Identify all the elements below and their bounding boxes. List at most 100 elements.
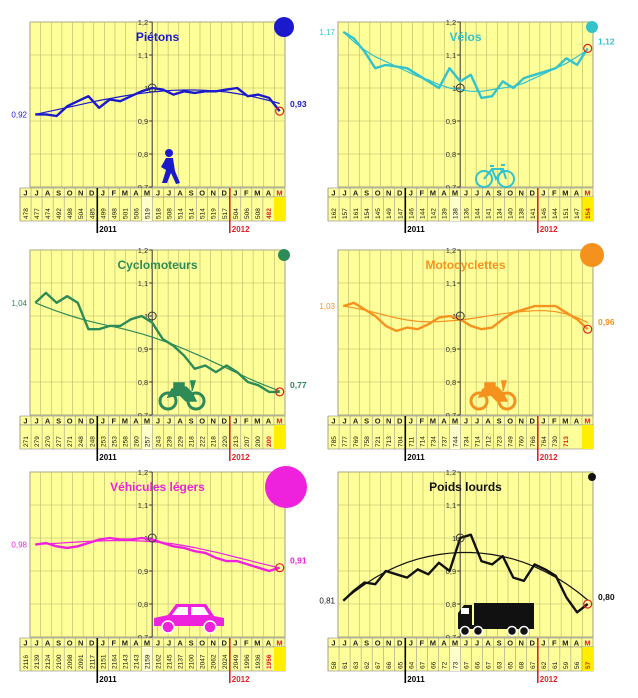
- month-label: A: [485, 639, 491, 648]
- month-label: D: [222, 189, 228, 198]
- y-tick-label: 1,1: [138, 279, 148, 288]
- month-label: J: [101, 639, 105, 648]
- month-label: D: [89, 639, 95, 648]
- month-label: N: [78, 189, 83, 198]
- y-tick-label: 1: [144, 312, 148, 321]
- count-value: 161: [353, 208, 360, 219]
- month-label: O: [507, 189, 513, 198]
- month-label: D: [89, 189, 95, 198]
- month-label: A: [441, 417, 447, 426]
- count-value: 67: [464, 661, 471, 669]
- reference-point: [147, 311, 157, 321]
- end-point: [275, 387, 285, 397]
- month-label: F: [112, 417, 117, 426]
- y-tick-label: 0,7: [446, 411, 456, 420]
- month-label: A: [266, 189, 272, 198]
- magnitude-dot: [265, 466, 307, 508]
- highlight-cell: [449, 425, 461, 449]
- month-label: A: [353, 639, 359, 648]
- count-value: 766: [530, 436, 537, 447]
- month-label: S: [364, 417, 369, 426]
- y-tick-label: 1,1: [446, 501, 456, 510]
- month-label: M: [430, 639, 436, 648]
- month-label: J: [23, 189, 27, 198]
- y-tick-label: 1,1: [138, 501, 148, 510]
- count-value: 149: [386, 208, 393, 219]
- count-value: 2116: [23, 655, 30, 669]
- month-label: J: [156, 189, 160, 198]
- end-value-label: 0,77: [290, 380, 307, 390]
- count-value: 1996: [244, 654, 251, 669]
- count-value: 514: [200, 208, 207, 219]
- month-label: M: [452, 417, 458, 426]
- year-label: 2011: [99, 225, 117, 234]
- year-label: 2011: [99, 675, 117, 684]
- count-value: 257: [144, 436, 151, 447]
- month-label: S: [497, 639, 502, 648]
- bicycle-icon: [475, 164, 515, 188]
- count-value: 139: [441, 208, 448, 219]
- month-label: M: [452, 189, 458, 198]
- month-label: A: [45, 417, 51, 426]
- month-label: F: [420, 639, 425, 648]
- month-label: J: [342, 189, 346, 198]
- count-value: 2124: [45, 654, 52, 669]
- start-value-label: 1,17: [319, 28, 335, 37]
- y-tick-label: 1,2: [446, 468, 456, 477]
- end-point: [275, 563, 285, 573]
- month-label: J: [409, 417, 413, 426]
- count-value: 279: [34, 436, 41, 447]
- month-label: M: [144, 417, 150, 426]
- count-value: 62: [541, 661, 548, 669]
- month-label: M: [254, 639, 260, 648]
- month-label: M: [254, 417, 260, 426]
- count-value: 2137: [178, 654, 185, 669]
- count-value: 506: [244, 208, 251, 219]
- month-label: F: [552, 189, 557, 198]
- start-value-label: 0,81: [319, 597, 335, 606]
- count-value: 2047: [200, 654, 207, 669]
- count-value: 2139: [34, 654, 41, 669]
- count-value: 758: [364, 436, 371, 447]
- month-label: J: [23, 417, 27, 426]
- count-value: 58: [331, 661, 338, 669]
- month-label: J: [167, 417, 171, 426]
- month-label: D: [397, 639, 403, 648]
- count-value: 744: [452, 436, 459, 447]
- start-value-label: 0,98: [11, 541, 27, 550]
- count-value: 253: [111, 436, 118, 447]
- month-label: A: [574, 189, 580, 198]
- month-label: J: [464, 417, 468, 426]
- y-tick-label: 0,8: [446, 150, 456, 159]
- chart-title: Poids lourds: [429, 480, 502, 494]
- moped-icon: [158, 380, 206, 411]
- count-value: 704: [397, 436, 404, 447]
- count-value: 499: [100, 208, 107, 219]
- count-value: 162: [331, 208, 338, 219]
- count-value: 67: [530, 661, 537, 669]
- count-value: 2049: [233, 654, 240, 669]
- count-value: 514: [189, 208, 196, 219]
- month-label: J: [342, 639, 346, 648]
- count-value: 2098: [67, 654, 74, 669]
- month-label: J: [541, 189, 545, 198]
- y-tick-label: 0,7: [446, 633, 456, 642]
- count-value: 713: [386, 436, 393, 447]
- count-value: 229: [178, 436, 185, 447]
- truck-icon: [458, 603, 534, 637]
- count-value: 134: [497, 208, 504, 219]
- series-line: [35, 86, 281, 118]
- month-label: M: [276, 417, 282, 426]
- count-value: 145: [375, 208, 382, 219]
- count-value: 222: [200, 436, 207, 447]
- count-value: 144: [475, 208, 482, 219]
- end-point: [583, 324, 593, 334]
- count-value: 67: [486, 661, 493, 669]
- month-label: M: [122, 417, 128, 426]
- highlight-cell: [581, 647, 593, 671]
- count-value: 147: [574, 208, 581, 219]
- count-value: 61: [552, 661, 559, 669]
- year-label: 2012: [540, 675, 558, 684]
